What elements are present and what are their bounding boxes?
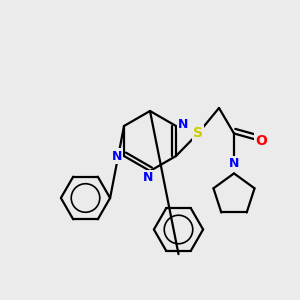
Text: N: N — [143, 171, 154, 184]
Text: O: O — [255, 134, 267, 148]
Text: N: N — [229, 157, 239, 170]
Text: S: S — [193, 127, 203, 140]
Text: N: N — [178, 118, 188, 131]
Text: N: N — [112, 149, 122, 163]
